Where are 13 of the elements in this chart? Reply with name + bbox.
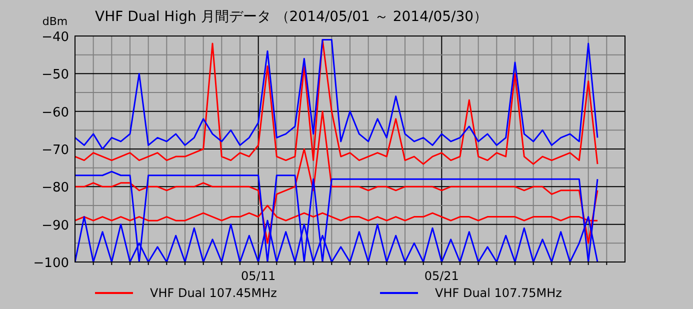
ytick-label: −60	[42, 105, 69, 120]
legend-label: VHF Dual 107.75MHz	[435, 286, 562, 300]
ytick-label: −50	[42, 68, 69, 83]
ytick-label: −40	[42, 30, 69, 45]
legend-label: VHF Dual 107.45MHz	[150, 286, 277, 300]
xtick-label: 05/21	[424, 269, 459, 283]
ytick-label: −90	[42, 218, 69, 234]
ytick-label: −100	[33, 256, 69, 271]
ylabel: dBm	[42, 15, 68, 28]
title: VHF Dual High 月間データ （2014/05/01 ～ 2014/05/30）	[95, 9, 488, 25]
ytick-label: −80	[42, 180, 69, 196]
xtick-label: 05/11	[241, 269, 276, 283]
ytick-label: −70	[42, 143, 69, 158]
